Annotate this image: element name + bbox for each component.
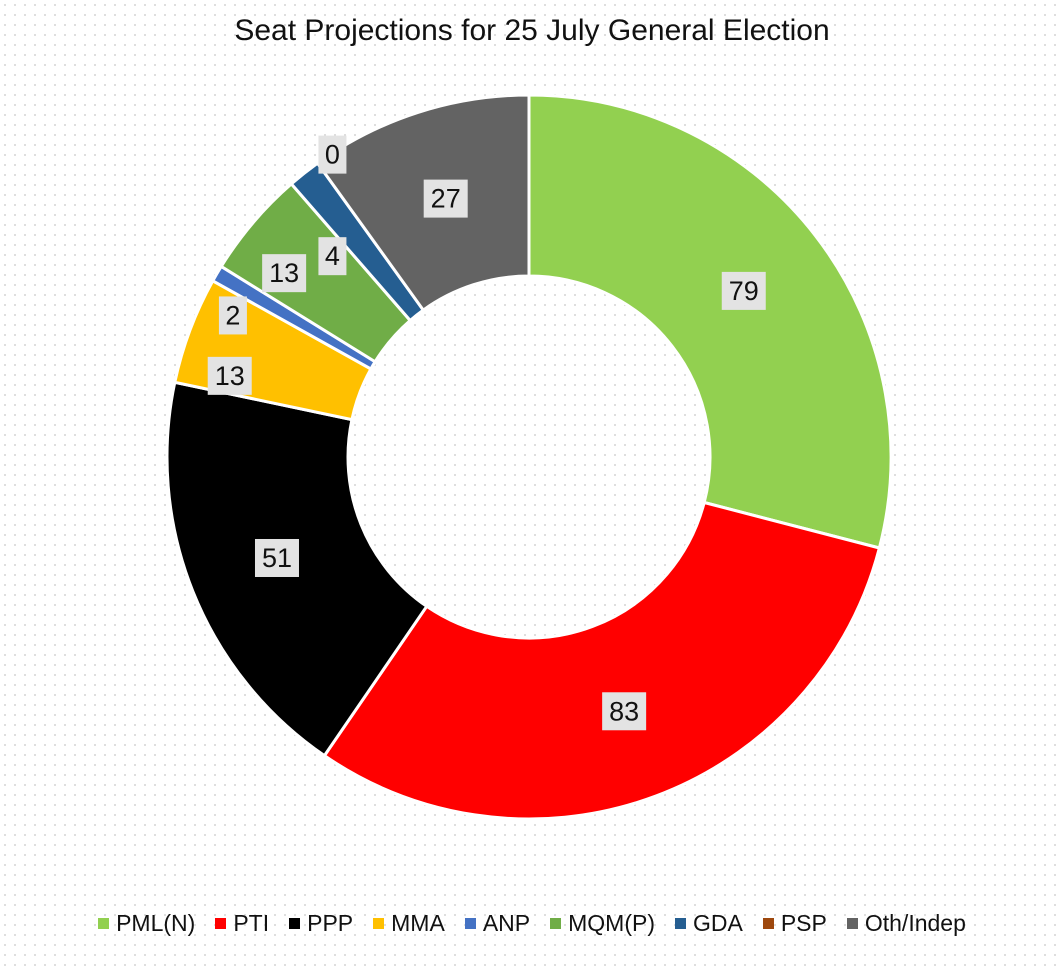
legend-item-anp: ANP: [464, 910, 531, 937]
legend-label: Oth/Indep: [864, 910, 966, 936]
data-label-value: 27: [431, 184, 461, 214]
data-label-ppp: 51: [254, 538, 299, 577]
legend-swatch: [762, 918, 774, 929]
legend-label: MQM(P): [568, 910, 655, 936]
legend-item-pml-n: PML(N): [98, 910, 195, 937]
donut-slices: [165, 93, 893, 821]
data-label-box: [423, 179, 468, 218]
data-label-value: 0: [325, 140, 340, 170]
data-label-mma: 13: [207, 356, 252, 395]
legend-label: PSP: [780, 910, 827, 936]
legend-label: PTI: [233, 910, 270, 936]
legend-label: MMA: [391, 910, 445, 936]
legend-label: ANP: [482, 910, 531, 936]
slice-oth-indep: [315, 93, 531, 313]
data-label-pti: 83: [602, 692, 647, 731]
data-label-value: 79: [729, 276, 759, 306]
legend-item-mma: MMA: [373, 910, 445, 937]
data-label-pml-n: 79: [721, 271, 766, 310]
data-label-value: 13: [269, 258, 299, 288]
data-label-box: [318, 237, 347, 276]
legend-item-ppp: PPP: [289, 910, 353, 937]
data-label-box: [721, 271, 766, 310]
legend: PML(N) PTI PPP MMA ANP MQM(P) GDA PSP Oth/Indep: [0, 910, 1064, 937]
data-label-value: 4: [325, 241, 340, 271]
legend-label: PML(N): [116, 910, 196, 936]
data-label-value: 2: [225, 300, 240, 330]
data-label-anp: 2: [218, 296, 247, 335]
chart-title: Seat Projections for 25 July General Ele…: [234, 14, 830, 47]
legend-item-oth-indep: Oth/Indep: [846, 910, 966, 937]
slice-pti: [322, 500, 882, 821]
data-label-box: [602, 692, 647, 731]
data-label-box: [262, 254, 307, 293]
data-labels: 79 83 51 13 2 13 4 0 27: [207, 135, 766, 731]
legend-swatch: [289, 918, 301, 929]
legend-swatch: [846, 918, 858, 929]
data-label-box: [318, 135, 347, 174]
legend-swatch: [464, 918, 476, 929]
data-label-value: 51: [262, 543, 292, 573]
legend-swatch: [550, 918, 562, 929]
data-label-value: 13: [215, 361, 245, 391]
data-label-oth-indep: 27: [423, 179, 468, 218]
legend-item-psp: PSP: [762, 910, 827, 937]
legend-swatch: [674, 918, 686, 929]
data-label-box: [207, 356, 252, 395]
data-label-psp: 0: [318, 135, 347, 174]
legend-swatch: [98, 918, 110, 929]
data-label-box: [218, 296, 247, 335]
donut-chart: 79 83 51 13 2 13 4 0 27: [165, 93, 893, 821]
data-label-value: 83: [609, 696, 639, 726]
slice-pml-n: [527, 93, 893, 550]
legend-item-pti: PTI: [215, 910, 269, 937]
legend-item-gda: GDA: [674, 910, 743, 937]
data-label-mqm-p: 13: [262, 254, 307, 293]
legend-swatch: [373, 918, 385, 929]
legend-label: GDA: [692, 910, 743, 936]
legend-label: PPP: [307, 910, 354, 936]
legend-swatch: [215, 918, 227, 929]
data-label-gda: 4: [318, 237, 347, 276]
data-label-box: [254, 538, 299, 577]
legend-item-mqm-p: MQM(P): [550, 910, 655, 937]
